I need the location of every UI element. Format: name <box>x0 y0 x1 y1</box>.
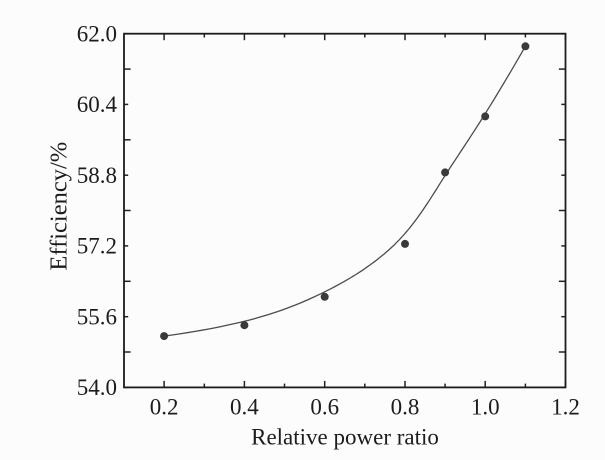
svg-text:55.6: 55.6 <box>77 304 117 329</box>
svg-text:54.0: 54.0 <box>77 375 117 400</box>
svg-text:0.2: 0.2 <box>150 394 179 419</box>
svg-text:0.6: 0.6 <box>310 394 339 419</box>
svg-text:62.0: 62.0 <box>77 21 117 46</box>
svg-text:0.8: 0.8 <box>391 394 420 419</box>
svg-text:57.2: 57.2 <box>77 234 117 259</box>
svg-text:58.8: 58.8 <box>77 163 117 188</box>
svg-text:Efficiency/%: Efficiency/% <box>46 142 73 271</box>
svg-text:60.4: 60.4 <box>77 92 118 117</box>
svg-text:0.4: 0.4 <box>230 394 259 419</box>
svg-text:Relative power ratio: Relative power ratio <box>251 424 439 449</box>
svg-text:1.0: 1.0 <box>471 394 500 419</box>
svg-text:1.2: 1.2 <box>551 394 580 419</box>
